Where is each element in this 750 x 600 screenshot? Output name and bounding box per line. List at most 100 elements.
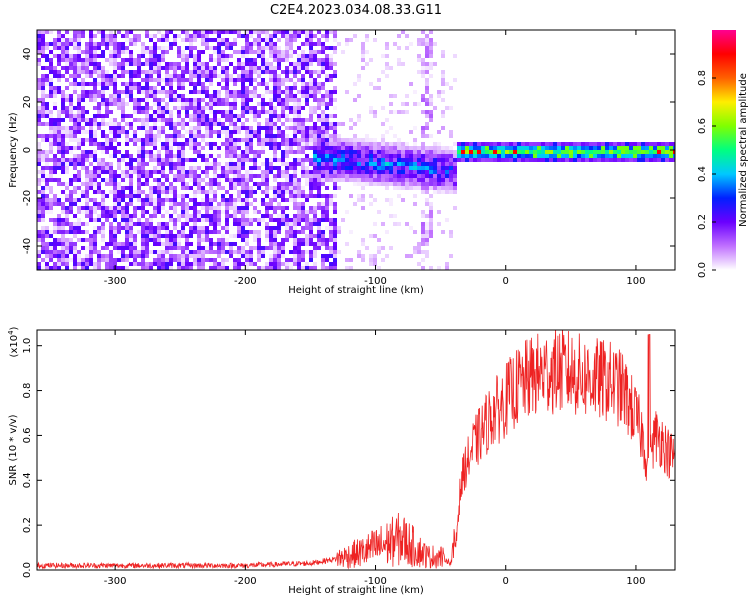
- spectrogram-cell-2407: [261, 170, 265, 174]
- spectrogram-cell-2361: [257, 122, 261, 126]
- spectrogram-cell-1510: [177, 150, 181, 154]
- spectrogram-cell-2897: [305, 174, 309, 178]
- spectrogram-cell-3648: [421, 110, 425, 114]
- spectrogram-cell-737: [105, 106, 109, 110]
- spectrogram-cell-3551: [401, 154, 405, 158]
- spectrogram-cell-1374: [165, 102, 169, 106]
- spectrogram-cell-1865: [209, 186, 213, 190]
- spectrogram-cell-4056: [605, 158, 609, 162]
- spectrogram-cell-2093: [233, 78, 237, 82]
- spectrogram-cell-1696: [193, 214, 197, 218]
- spectrogram-cell-386: [73, 42, 77, 46]
- spectrogram-cell-3665: [421, 210, 425, 214]
- spectrogram-cell-556: [89, 42, 93, 46]
- spectrogram-cell-1544: [181, 102, 185, 106]
- spectrogram-cell-1015: [129, 242, 133, 246]
- spectrogram-cell-3221: [333, 234, 337, 238]
- spectrogram-cell-2528: [273, 122, 277, 126]
- spectrogram-cell-130: [49, 42, 53, 46]
- spectrogram-cell-643: [97, 30, 101, 34]
- spectrogram-cell-3227: [333, 258, 337, 262]
- spectrogram-cell-736: [105, 102, 109, 106]
- spectrogram-cell-2700: [289, 70, 293, 74]
- spectrogram-cell-3872: [461, 142, 465, 146]
- spectrogram-cell-752: [105, 206, 109, 210]
- spectrogram-cell-651: [97, 82, 101, 86]
- spectrogram-cell-297: [61, 258, 65, 262]
- spectrogram-cell-3835: [449, 130, 453, 134]
- spectrogram-cell-2763: [293, 186, 297, 190]
- spectrogram-cell-3760: [433, 142, 437, 146]
- spectrogram-cell-2428: [265, 70, 269, 74]
- spectrogram-cell-396: [73, 86, 77, 90]
- spectrogram-cell-2030: [225, 170, 229, 174]
- spectrogram-cell-1333: [161, 114, 165, 118]
- spectrogram-cell-2839: [301, 94, 305, 98]
- spectrogram-cell-2718: [289, 182, 293, 186]
- spectrogram-cell-1586: [185, 70, 189, 74]
- spectrogram-cell-4010: [569, 154, 573, 158]
- spectrogram-cell-328: [65, 194, 69, 198]
- spectrogram-cell-2748: [293, 118, 297, 122]
- spectrogram-cell-2026: [225, 150, 229, 154]
- spectrogram-y-tick-label-1: -20: [22, 190, 33, 206]
- spectrogram-cell-549: [85, 254, 89, 258]
- spectrogram-cell-994: [129, 138, 133, 142]
- spectrogram-cell-122: [45, 242, 49, 246]
- spectrogram-cell-1911: [213, 206, 217, 210]
- spectrogram-cell-3256: [341, 162, 345, 166]
- spectrogram-cell-337: [65, 242, 69, 246]
- spectrogram-cell-2470: [269, 66, 273, 70]
- spectrogram-cell-561: [89, 62, 93, 66]
- spectrogram-cell-3683: [425, 66, 429, 70]
- spectrogram-cell-4066: [613, 158, 617, 162]
- spectrogram-cell-1392: [165, 198, 169, 202]
- spectrogram-cell-1766: [201, 110, 205, 114]
- spectrogram-cell-3112: [325, 122, 329, 126]
- spectrogram-cell-765: [109, 42, 113, 46]
- spectrogram-cell-2989: [313, 178, 317, 182]
- spectrogram-cell-1038: [133, 158, 137, 162]
- spectrogram-cell-2586: [277, 186, 281, 190]
- spectrogram-cell-875: [117, 162, 121, 166]
- spectrogram-cell-4059: [609, 150, 613, 154]
- spectrogram-cell-2019: [225, 118, 229, 122]
- spectrogram-cell-622: [93, 166, 97, 170]
- spectrogram-cell-2689: [285, 262, 289, 266]
- spectrogram-cell-2147: [237, 154, 241, 158]
- spectrogram-cell-3691: [425, 110, 429, 114]
- spectrogram-cell-2069: [229, 154, 233, 158]
- spectrogram-cell-2504: [269, 254, 273, 258]
- spectrogram-cell-575: [89, 150, 93, 154]
- spectrogram-cell-3651: [421, 134, 425, 138]
- spectrogram-cell-684: [101, 42, 105, 46]
- spectrogram-cell-2122: [233, 218, 237, 222]
- spectrogram-cell-932: [121, 258, 125, 262]
- spectrogram-cell-1757: [201, 62, 205, 66]
- spectrogram-cell-1711: [197, 66, 201, 70]
- spectrogram-cell-2217: [245, 30, 249, 34]
- spectrogram-cell-158: [49, 190, 53, 194]
- spectrogram-cell-388: [73, 54, 77, 58]
- spectrogram-cell-2115: [233, 182, 237, 186]
- spectrogram-cell-2128: [233, 262, 237, 266]
- spectrogram-cell-1622: [189, 50, 193, 54]
- spectrogram-cell-1943: [217, 146, 221, 150]
- spectrogram-cell-1609: [185, 234, 189, 238]
- spectrogram-cell-3697: [425, 150, 429, 154]
- spectrogram-cell-2799: [297, 126, 301, 130]
- spectrogram-cell-86: [41, 258, 45, 262]
- spectrogram-cell-4077: [625, 142, 629, 146]
- spectrogram-cell-1240: [153, 94, 157, 98]
- spectrogram-cell-3415: [373, 170, 377, 174]
- spectrogram-cell-1591: [185, 110, 189, 114]
- spectrogram-cell-3863: [453, 182, 457, 186]
- spectrogram-cell-1428: [169, 158, 173, 162]
- spectrogram-cell-3805: [441, 154, 445, 158]
- spectrogram-cell-1088: [137, 218, 141, 222]
- spectrogram-cell-965: [125, 218, 129, 222]
- spectrogram-cell-1103: [141, 98, 145, 102]
- spectrogram-cell-1561: [181, 186, 185, 190]
- spectrogram-cell-733: [105, 82, 109, 86]
- spectrogram-cell-3881: [465, 158, 469, 162]
